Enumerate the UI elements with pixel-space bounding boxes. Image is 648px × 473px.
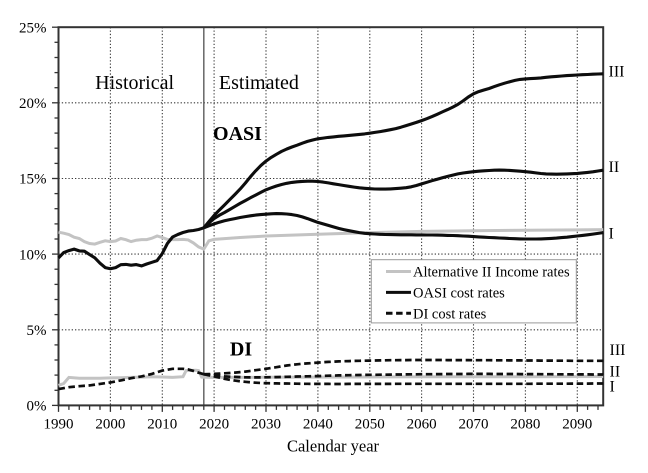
svg-text:15%: 15%	[19, 172, 47, 188]
svg-text:2060: 2060	[407, 417, 437, 433]
svg-text:DI: DI	[230, 339, 252, 361]
svg-text:III: III	[610, 342, 626, 359]
svg-text:0%: 0%	[27, 399, 47, 415]
svg-text:II: II	[610, 364, 621, 381]
svg-text:II: II	[609, 159, 620, 176]
svg-text:Historical: Historical	[95, 72, 174, 94]
svg-text:III: III	[609, 64, 625, 81]
svg-text:2040: 2040	[303, 417, 333, 433]
svg-text:2020: 2020	[199, 417, 229, 433]
svg-text:I: I	[610, 378, 615, 395]
svg-text:2000: 2000	[95, 417, 125, 433]
svg-text:OASI: OASI	[213, 123, 262, 145]
svg-text:OASI cost rates: OASI cost rates	[413, 286, 505, 302]
svg-text:10%: 10%	[19, 247, 47, 263]
svg-text:2070: 2070	[459, 417, 489, 433]
svg-text:20%: 20%	[19, 96, 47, 112]
svg-text:25%: 25%	[19, 20, 47, 36]
svg-text:2010: 2010	[147, 417, 177, 433]
svg-text:5%: 5%	[27, 323, 47, 339]
svg-text:DI cost rates: DI cost rates	[413, 306, 487, 322]
svg-text:2090: 2090	[562, 417, 592, 433]
svg-text:1990: 1990	[44, 417, 74, 433]
svg-text:Estimated: Estimated	[219, 72, 299, 94]
svg-text:2030: 2030	[251, 417, 281, 433]
svg-text:I: I	[609, 225, 614, 242]
svg-text:2050: 2050	[355, 417, 385, 433]
svg-text:Alternative II Income rates: Alternative II Income rates	[413, 265, 570, 281]
svg-text:Calendar year: Calendar year	[287, 437, 380, 456]
svg-text:2080: 2080	[510, 417, 540, 433]
